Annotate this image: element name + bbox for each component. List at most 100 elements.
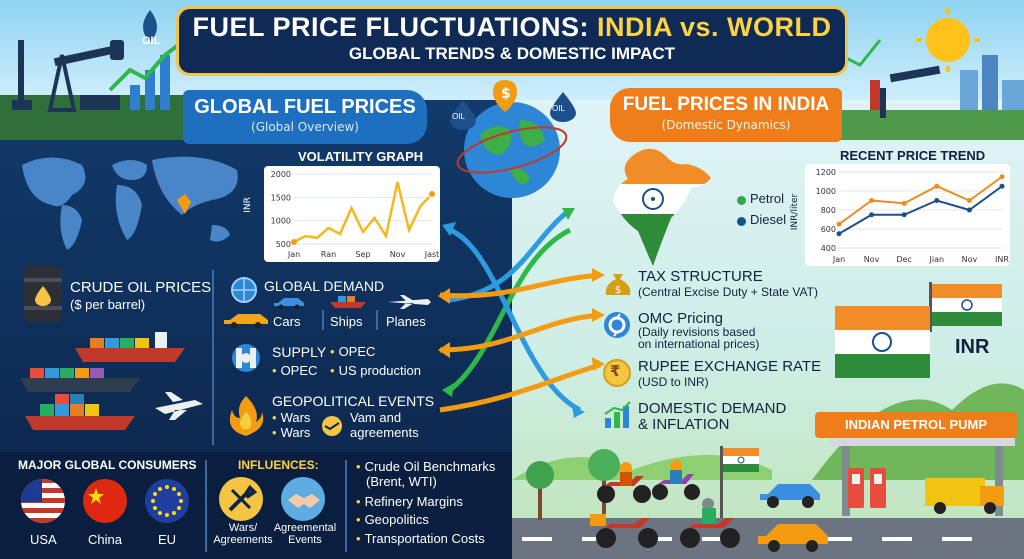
demand-sep-2 [376,310,378,330]
influences-title: INFLUENCES: [238,458,319,472]
vol-xtick: Sep [355,250,370,259]
globe-icon [456,80,568,198]
supply-item-3: US production [330,363,421,378]
global-demand-title: GLOBAL DEMAND [264,278,385,294]
global-section-title: GLOBAL FUEL PRICES [194,96,416,118]
trend-series-petrol [838,175,1003,226]
factor-refinery: Refinery Margins [356,494,463,509]
trend-series-diesel [838,185,1003,235]
bar-chart-icon [604,401,631,428]
page-subtitle: GLOBAL TRENDS & DOMESTIC IMPACT [348,44,676,63]
connecting-arrows [438,208,605,418]
tools-icon [219,477,263,521]
trend-point-petrol [901,200,907,206]
india-section-title: FUEL PRICES IN INDIA [622,94,830,115]
title-highlight: INDIA vs. WORLD [596,12,832,42]
fire-icon [229,396,264,436]
trend-chart-title: RECENT PRICE TREND [840,148,986,163]
trend-point-petrol [836,221,842,227]
trend-point-diesel [836,231,842,237]
india-section-header [610,88,842,142]
trend-point-petrol [869,198,875,203]
trend-ytick: 600 [821,225,836,234]
consumer-usa-label: USA [30,532,57,547]
supply-title: SUPPLY [272,344,327,360]
svg-text:$: $ [615,285,621,296]
factor-transport: Transportation Costs [356,531,485,546]
crude-oil-subtitle: ($ per barrel) [70,297,146,312]
divider-vertical-1 [212,270,214,445]
tax-structure-sub: (Central Excise Duty + State VAT) [638,285,818,299]
trend-xtick: Dec [896,255,911,264]
title-banner [176,6,848,76]
global-section-header [183,90,427,144]
volatility-ylabel: INR [242,197,253,213]
geopolitical-item-4: agreements [350,425,419,440]
demand-item-cars: Cars [273,314,301,329]
trend-xtick: Nov [864,255,880,264]
trend-point-petrol [999,174,1005,180]
india-map-illustration [613,148,711,266]
omc-pricing-sub: (Daily revisions based on international … [638,325,760,351]
factor-benchmarks-sub: (Brent, WTI) [366,474,437,489]
trend-xtick: Jian [929,255,945,264]
supply-item-2: OPEC [272,363,318,378]
vol-last-point [428,190,436,198]
oil-drop-right-icon [550,92,576,122]
legend-petrol-dot [737,196,746,205]
eu-flag-icon [145,479,189,523]
trend-ytick: 1200 [816,168,836,177]
trend-xtick: Nov [962,255,978,264]
trend-chart: 1200 1000 800 600 400 Jan Nov Dec Jian Nov INR [816,168,1010,264]
exchange-rate-title: RUPEE EXCHANGE RATE [638,358,822,375]
oil-barrel-icon [24,266,62,322]
oil-drop-left-icon [450,100,476,130]
consumer-china-label: China [88,532,122,547]
supply-item-1: OPEC [330,344,376,359]
global-section-subtitle: (Global Overview) [251,120,359,134]
trend-ytick: 800 [821,206,836,215]
domestic-demand-title: DOMESTIC DEMAND [638,400,787,417]
legend-diesel-label: Diesel [750,212,787,227]
tax-structure-title: TAX STRUCTURE [638,268,763,285]
volatility-chart-title: VOLATILITY GRAPH [298,149,424,164]
india-section-subtitle: (Domestic Dynamics) [661,118,791,132]
vol-ytick: 1000 [271,217,291,226]
trend-point-diesel [999,183,1005,189]
influence-agreements-label: Agreemental Events [273,522,337,546]
demand-sep-1 [322,310,324,330]
domestic-demand-sub: & INFLATION [638,416,730,433]
world-map-illustration [22,156,238,250]
trend-point-diesel [934,198,940,203]
exchange-rate-sub: (USD to INR) [638,375,709,389]
globe-dollar-badge: $ [501,86,511,102]
plane-icon [388,295,431,309]
geopolitical-item-1: Wars [272,410,311,425]
usa-flag-icon [21,479,65,523]
petrol-pump-illustration [830,438,1015,516]
omc-icon [604,312,630,338]
oil-drop-right-label: OIL [552,104,565,113]
consumers-title: MAJOR GLOBAL CONSUMERS [18,458,197,472]
rupee-coin-icon [603,359,631,387]
trend-xtick: Jan [832,255,845,264]
vol-ytick: 500 [276,240,291,249]
trend-chart-panel [805,164,1010,266]
car-icon [224,314,268,328]
handshake-icon [281,477,325,521]
trend-ytick: 400 [821,244,836,253]
cargo-ships-illustration [20,332,203,430]
factor-geopolitics: Geopolitics [356,512,429,527]
india-flag-large [835,306,930,378]
demand-item-planes: Planes [386,314,426,329]
india-flag-small [929,282,1002,332]
vehicles-illustration [590,460,828,552]
ship-icon [330,296,366,308]
geopolitical-item-3: Vam and [350,410,402,425]
crude-oil-title: CRUDE OIL PRICES [70,279,212,296]
trend-point-petrol [966,198,972,203]
legend-petrol-label: Petrol [750,191,784,206]
trend-point-diesel [869,212,875,218]
city-skyline-illustration [840,8,1024,140]
handshake-small-icon [322,416,342,436]
